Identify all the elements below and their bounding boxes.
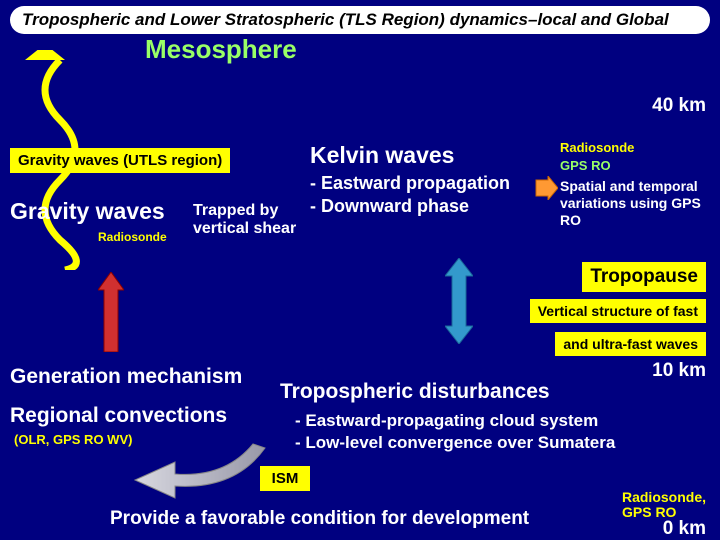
altitude-10km: 10 km xyxy=(652,360,706,382)
kelvin-sub2: - Downward phase xyxy=(310,195,510,218)
red-up-arrow-icon xyxy=(98,272,124,352)
altitude-0km: 0 km xyxy=(663,518,706,540)
tropospheric-disturbances-sub: - Eastward-propagating cloud system - Lo… xyxy=(295,410,615,454)
trapped-line1: Trapped by xyxy=(193,202,296,220)
mesosphere-label: Mesosphere xyxy=(145,34,297,65)
kelvin-waves-sub: - Eastward propagation - Downward phase xyxy=(310,172,510,219)
kelvin-waves-title: Kelvin waves xyxy=(310,142,454,169)
title-text: Tropospheric and Lower Stratospheric (TL… xyxy=(22,10,669,29)
title-box: Tropospheric and Lower Stratospheric (TL… xyxy=(10,6,710,34)
rs-bot-l1: Radiosonde, xyxy=(622,490,706,505)
gravity-waves-title: Gravity waves xyxy=(10,198,165,225)
radiosonde-label-kelvin: Radiosonde xyxy=(560,140,634,155)
olr-label: (OLR, GPS RO WV) xyxy=(14,432,132,447)
curved-grey-arrow-icon xyxy=(125,438,275,502)
vertical-structure-box2: and ultra-fast waves xyxy=(555,332,706,356)
radiosonde-label-gw: Radiosonde xyxy=(98,230,167,244)
trop-sub2: - Low-level convergence over Sumatera xyxy=(295,432,615,454)
altitude-40km: 40 km xyxy=(652,95,706,117)
radiosonde-gpsro-bottom: Radiosonde, GPS RO xyxy=(622,490,706,521)
kelvin-sub1: - Eastward propagation xyxy=(310,172,510,195)
orange-right-arrow-icon xyxy=(534,176,558,200)
trapped-line2: vertical shear xyxy=(193,220,296,238)
regional-convections-title: Regional convections xyxy=(10,404,227,428)
gravity-waves-utls-box: Gravity waves (UTLS region) xyxy=(10,148,230,173)
tropospheric-disturbances-title: Tropospheric disturbances xyxy=(280,380,550,404)
tropopause-box: Tropopause xyxy=(582,262,706,292)
blue-updown-arrow-icon xyxy=(445,258,473,344)
trapped-by-text: Trapped by vertical shear xyxy=(193,202,296,238)
spatial-temporal-text: Spatial and temporal variations using GP… xyxy=(560,178,710,228)
provide-condition-text: Provide a favorable condition for develo… xyxy=(110,508,529,530)
vertical-structure-box1: Vertical structure of fast xyxy=(530,299,706,323)
gpsro-label-kelvin: GPS RO xyxy=(560,158,611,173)
trop-sub1: - Eastward-propagating cloud system xyxy=(295,410,615,432)
rs-bot-l2: GPS RO xyxy=(622,505,706,520)
generation-mechanism-title: Generation mechanism xyxy=(10,365,242,389)
